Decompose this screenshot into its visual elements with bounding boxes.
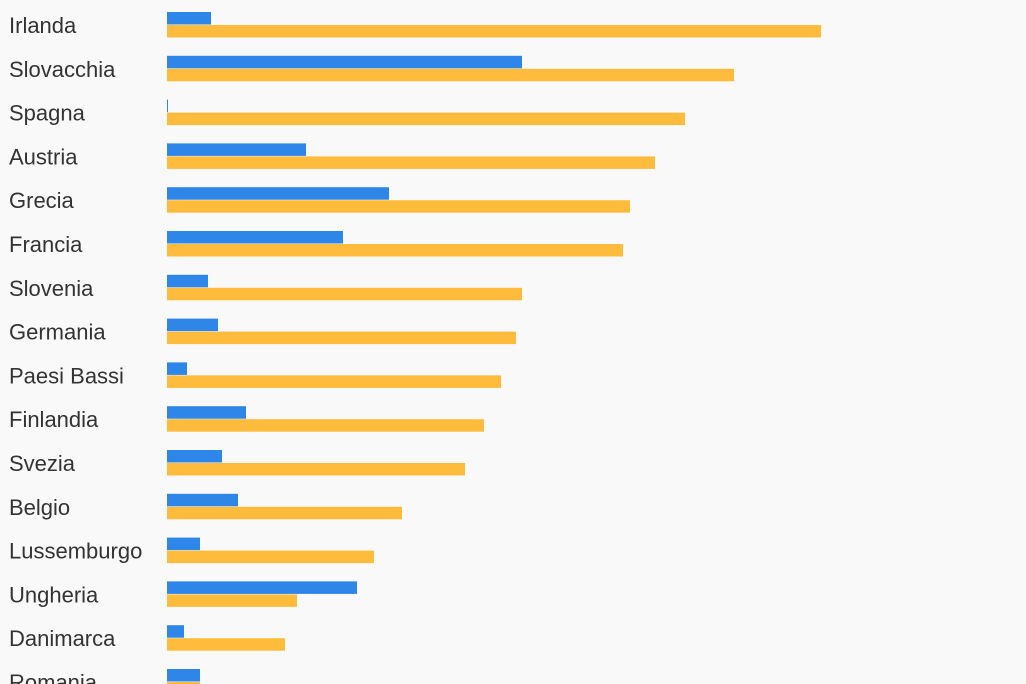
bar-orange-romania	[167, 682, 200, 684]
category-label-francia: Francia	[9, 232, 83, 257]
bar-orange-francia	[167, 244, 623, 257]
bar-blue-francia	[167, 231, 343, 244]
category-label-austria: Austria	[9, 144, 78, 169]
category-label-germania: Germania	[9, 320, 106, 345]
category-label-lussemburgo: Lussemburgo	[9, 539, 142, 564]
bar-blue-ungheria	[167, 581, 357, 594]
bar-orange-slovenia	[167, 287, 522, 301]
category-label-finlandia: Finlandia	[9, 407, 99, 432]
bar-blue-finlandia	[167, 406, 246, 419]
bars	[167, 12, 821, 684]
bar-orange-danimarca	[167, 638, 285, 651]
bar-orange-spagna	[167, 112, 685, 126]
category-labels: Irlanda Slovacchia Spagna Austria Grecia Fran…	[9, 13, 142, 684]
bar-orange-belgio	[167, 506, 402, 520]
bar-blue-lussemburgo	[167, 537, 200, 551]
bar-blue-danimarca	[167, 625, 184, 638]
category-label-grecia: Grecia	[9, 188, 75, 213]
bar-blue-austria	[167, 143, 306, 156]
bar-blue-spagna	[167, 99, 168, 113]
bar-orange-austria	[167, 156, 655, 169]
category-label-paesi-bassi: Paesi Bassi	[9, 363, 124, 388]
bar-blue-slovacchia	[167, 55, 522, 69]
category-label-irlanda: Irlanda	[9, 13, 77, 38]
bar-blue-paesi-bassi	[167, 362, 187, 375]
category-label-svezia: Svezia	[9, 451, 76, 476]
bar-blue-irlanda	[167, 12, 211, 25]
bar-blue-romania	[167, 669, 200, 682]
category-label-slovacchia: Slovacchia	[9, 57, 116, 82]
category-label-slovenia: Slovenia	[9, 276, 94, 301]
bar-orange-paesi-bassi	[167, 375, 501, 388]
category-label-belgio: Belgio	[9, 495, 70, 520]
bar-orange-lussemburgo	[167, 550, 374, 564]
bar-orange-irlanda	[167, 25, 821, 38]
bar-orange-slovacchia	[167, 68, 734, 82]
bar-blue-svezia	[167, 450, 222, 463]
category-label-danimarca: Danimarca	[9, 626, 116, 651]
bar-blue-grecia	[167, 187, 389, 200]
bar-blue-belgio	[167, 493, 238, 507]
bar-orange-finlandia	[167, 419, 484, 432]
category-label-romania: Romania	[9, 670, 98, 684]
bar-orange-grecia	[167, 200, 630, 213]
category-label-ungheria: Ungheria	[9, 582, 99, 607]
bar-blue-slovenia	[167, 274, 208, 288]
category-label-spagna: Spagna	[9, 101, 86, 126]
bar-orange-ungheria	[167, 594, 297, 607]
bar-orange-germania	[167, 331, 516, 345]
bar-blue-germania	[167, 318, 218, 332]
bar-orange-svezia	[167, 463, 465, 476]
